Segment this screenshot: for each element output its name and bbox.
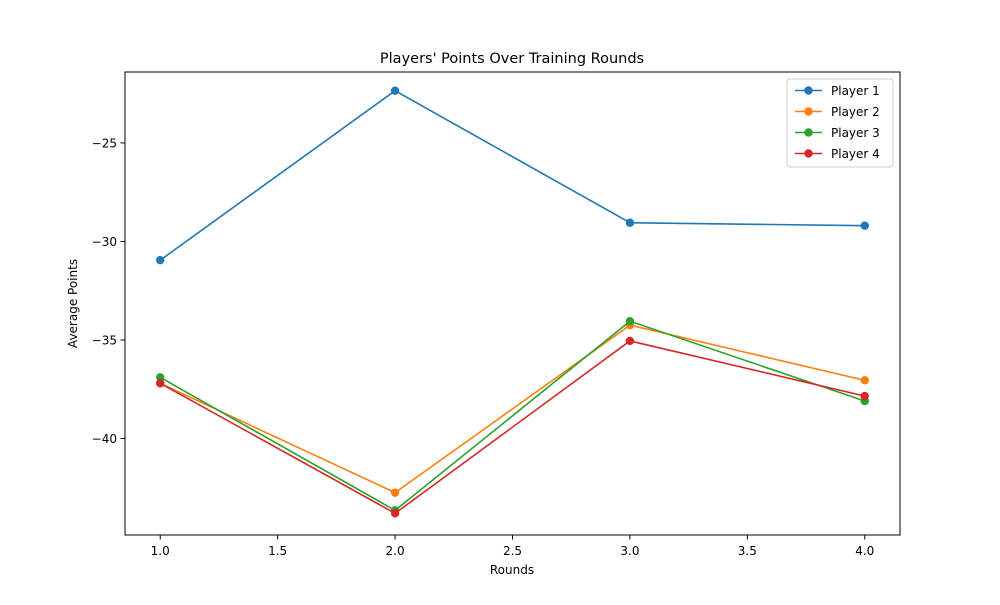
- y-axis-label: Average Points: [66, 259, 80, 348]
- data-point: [156, 379, 164, 387]
- y-tick-label: −25: [92, 136, 117, 150]
- data-point: [391, 509, 399, 517]
- legend-marker: [804, 128, 812, 136]
- series-group: [156, 87, 869, 518]
- y-tick-label: −35: [92, 333, 117, 347]
- series-line: [160, 321, 865, 510]
- legend-label: Player 1: [831, 84, 880, 98]
- data-point: [861, 376, 869, 384]
- data-point: [156, 256, 164, 264]
- legend-label: Player 2: [831, 105, 880, 119]
- data-point: [861, 221, 869, 229]
- x-tick-label: 2.0: [386, 544, 405, 558]
- legend-marker: [804, 149, 812, 157]
- y-tick-label: −40: [92, 432, 117, 446]
- series-line: [160, 325, 865, 492]
- x-tick-label: 2.5: [503, 544, 522, 558]
- x-tick-label: 4.0: [855, 544, 874, 558]
- legend: Player 1 Player 2 Player 3 Player 4: [787, 79, 893, 167]
- y-tick-label: −30: [92, 235, 117, 249]
- legend-marker: [804, 107, 812, 115]
- x-tick-label: 3.0: [620, 544, 639, 558]
- data-point: [626, 219, 634, 227]
- data-point: [861, 392, 869, 400]
- legend-label: Player 3: [831, 126, 880, 140]
- data-point: [626, 317, 634, 325]
- data-point: [626, 337, 634, 345]
- axis-ticks: 1.0 1.5 2.0 2.5 3.0 3.5 4.0 −40 −35 −30 −25: [92, 136, 875, 558]
- series-4: [156, 337, 869, 518]
- legend-marker: [804, 86, 812, 94]
- x-tick-label: 1.5: [268, 544, 287, 558]
- plot-area-frame: [125, 72, 900, 535]
- chart-title: Players' Points Over Training Rounds: [380, 51, 644, 67]
- series-line: [160, 341, 865, 513]
- data-point: [391, 87, 399, 95]
- series-2: [156, 321, 869, 497]
- x-axis-label: Rounds: [490, 563, 534, 577]
- series-1: [156, 87, 869, 265]
- x-tick-label: 1.0: [151, 544, 170, 558]
- series-3: [156, 317, 869, 515]
- x-tick-label: 3.5: [738, 544, 757, 558]
- legend-label: Player 4: [831, 147, 880, 161]
- data-point: [391, 488, 399, 496]
- series-line: [160, 91, 865, 260]
